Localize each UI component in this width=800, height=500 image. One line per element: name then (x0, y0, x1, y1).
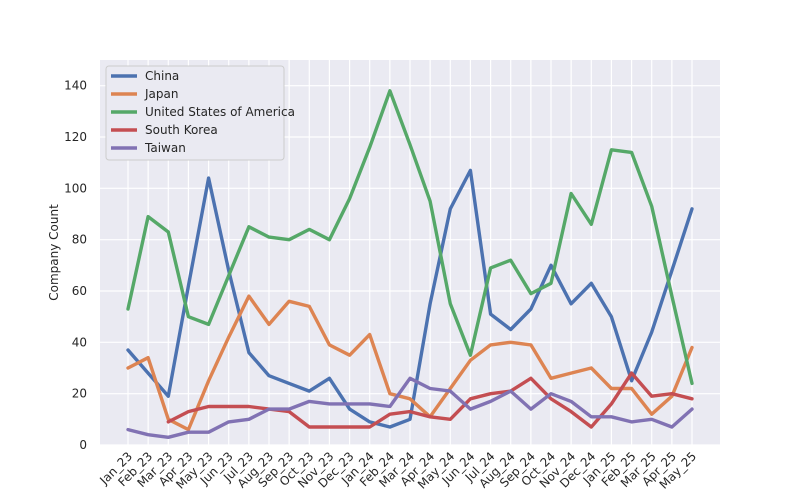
y-tick-label: 100 (64, 181, 87, 195)
y-axis-ticks: 0 20 40 60 80 100 120 140 (64, 79, 87, 452)
series-line-china (126, 168, 694, 429)
y-tick-label: 0 (79, 438, 87, 452)
legend-box (105, 65, 285, 161)
y-axis-label: Company Count (47, 204, 61, 301)
legend-label: United States of America (145, 105, 295, 119)
series-line-taiwan (126, 376, 694, 439)
legend-label: Japan (144, 87, 178, 101)
y-tick-label: 120 (64, 130, 87, 144)
legend-label: China (145, 69, 179, 83)
y-tick-label: 60 (72, 284, 87, 298)
y-tick-label: 40 (72, 335, 87, 349)
series-line-japan (126, 294, 694, 432)
series-line-south-korea (166, 371, 694, 429)
legend: China Japan United States of America South … (105, 65, 295, 161)
x-axis-ticks: Jan_23Feb_23Mar_23Apr_23May_23Jun_23Jul_… (96, 449, 699, 491)
y-tick-label: 20 (72, 387, 87, 401)
legend-label: Taiwan (144, 141, 186, 155)
series-layer (126, 89, 694, 439)
y-tick-label: 140 (64, 79, 87, 93)
legend-label: South Korea (145, 123, 218, 137)
y-tick-label: 80 (72, 233, 87, 247)
series-line-united-states-of-america (126, 89, 694, 386)
